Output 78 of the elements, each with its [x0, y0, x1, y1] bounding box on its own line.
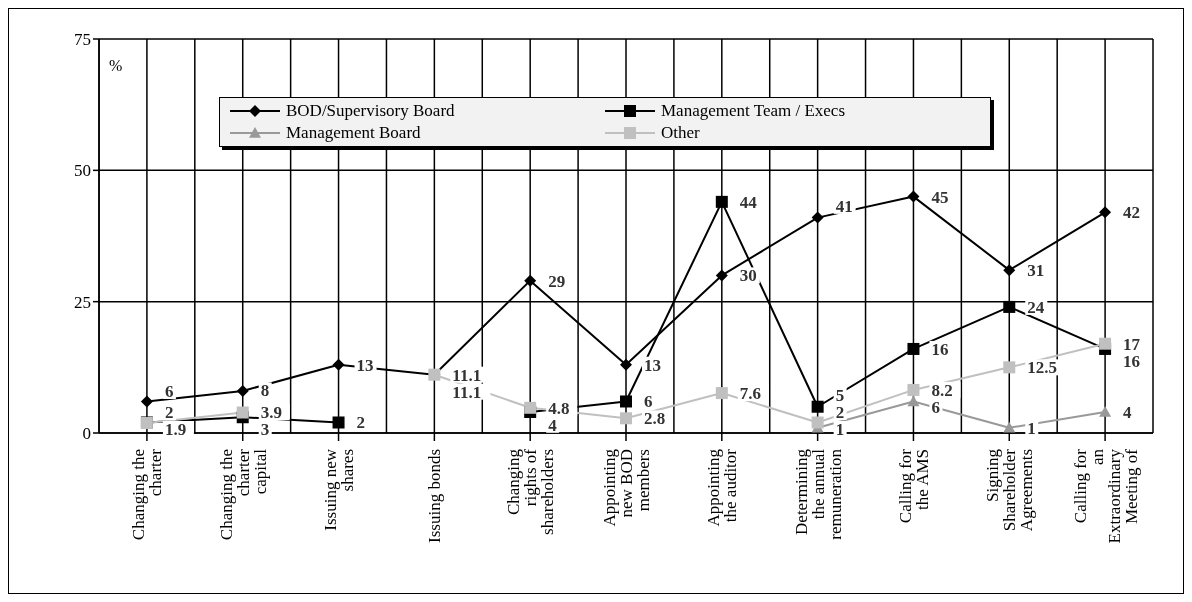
point	[715, 269, 728, 282]
point	[620, 395, 632, 408]
point	[1003, 361, 1016, 374]
point	[1099, 405, 1112, 417]
x-tick-label: Changing rights of shareholders	[504, 448, 558, 535]
data-label: 1	[835, 420, 845, 439]
data-label: 1.9	[164, 420, 187, 439]
point	[140, 395, 153, 408]
point	[811, 400, 824, 413]
data-label: 41	[835, 196, 853, 216]
legend-label: Management Board	[286, 123, 421, 143]
point	[907, 342, 920, 355]
x-tick-label: Changing the charter capital	[216, 448, 270, 541]
data-label: 11.1	[452, 365, 482, 385]
legend-label: BOD/Supervisory Board	[286, 101, 455, 121]
data-label: 16	[1123, 351, 1141, 371]
data-label: 8.2	[931, 380, 953, 400]
legend-label: Other	[661, 123, 700, 143]
point	[332, 358, 345, 371]
point	[236, 406, 249, 419]
y-tick-label: 25	[74, 292, 91, 312]
data-label: 4	[1123, 402, 1133, 422]
point	[1003, 264, 1016, 277]
y-axis-title: %	[109, 57, 123, 75]
data-label: 6	[931, 397, 940, 417]
data-label: 5	[835, 386, 845, 405]
point	[907, 395, 920, 407]
data-label: 24	[1027, 297, 1045, 317]
data-label: 17	[1123, 334, 1141, 354]
data-label: 2.8	[644, 409, 666, 429]
point	[524, 274, 537, 287]
legend-label: Management Team / Execs	[661, 101, 846, 121]
data-label: 7.6	[739, 384, 762, 404]
data-label: 31	[1027, 261, 1045, 281]
data-label: 13	[356, 355, 374, 375]
y-tick-label: 75	[74, 30, 91, 50]
point	[1099, 206, 1112, 219]
x-tick-label: Calling for an Extraordinary Meeting of	[1070, 448, 1141, 544]
data-label: 16	[931, 339, 949, 359]
data-label: 3	[260, 420, 270, 439]
point	[811, 416, 824, 429]
point	[907, 383, 920, 396]
point	[715, 195, 728, 208]
point	[715, 387, 728, 400]
point	[811, 211, 824, 224]
point	[1099, 337, 1112, 350]
data-label: 6	[164, 381, 174, 401]
point	[332, 416, 345, 429]
data-label: 13	[644, 355, 661, 375]
x-tick-label: Issuing bonds	[425, 449, 445, 543]
data-label: 45	[931, 187, 949, 207]
data-label: 3.9	[260, 403, 282, 422]
x-tick-label: Changing the charter	[129, 448, 166, 541]
data-label: 1	[1027, 418, 1036, 438]
point	[620, 358, 632, 371]
y-tick-label: 0	[82, 424, 91, 444]
x-tick-label: Calling for the AMS	[895, 448, 932, 524]
point	[1003, 421, 1016, 433]
y-tick-label: 50	[74, 161, 91, 181]
x-tick-label: Issuing new shares	[321, 448, 358, 531]
data-label: 42	[1123, 203, 1141, 223]
data-label: 29	[548, 271, 566, 291]
data-label: 11.1	[452, 382, 482, 402]
point	[524, 401, 537, 414]
data-label: 2	[835, 403, 845, 422]
data-label: 4.8	[548, 398, 570, 418]
data-label: 4	[548, 415, 558, 435]
point	[620, 412, 632, 425]
data-label: 8	[260, 381, 270, 401]
point	[236, 384, 249, 397]
data-label: 30	[739, 266, 757, 286]
data-label: 2	[356, 413, 366, 433]
data-label: 12.5	[1027, 358, 1058, 378]
point	[1003, 300, 1016, 313]
point	[907, 190, 920, 203]
data-label: 44	[739, 192, 758, 212]
data-label: 2	[164, 403, 174, 422]
data-label: 6	[644, 392, 653, 412]
